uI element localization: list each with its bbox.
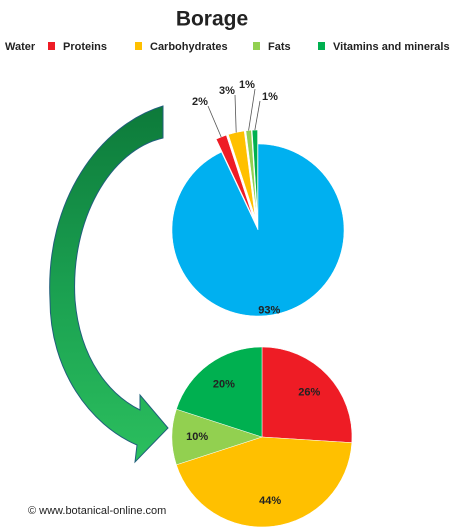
legend-marker: [135, 42, 142, 50]
data-label: 44%: [259, 495, 281, 507]
legend-label: Proteins: [63, 41, 107, 53]
pie-slice: [251, 129, 258, 217]
legend-label: Vitamins and minerals: [333, 41, 450, 53]
data-label: 3%: [219, 85, 235, 97]
pie-slice: [176, 346, 263, 438]
leader-line: [254, 100, 261, 131]
leader-line: [248, 88, 256, 131]
pie-slice: [261, 346, 353, 443]
leader-line: [207, 105, 222, 138]
legend-label: Carbohydrates: [150, 41, 228, 53]
legend-marker: [318, 42, 325, 50]
legend-marker: [48, 42, 55, 50]
data-label: 2%: [192, 96, 208, 108]
legend-label: Water: [5, 41, 36, 53]
pie-slice: [171, 143, 345, 317]
arrow: [49, 105, 169, 464]
data-label: 10%: [186, 431, 208, 443]
data-label: 26%: [298, 387, 320, 399]
source: © www.botanical-online.com: [28, 505, 166, 517]
data-label: 1%: [239, 79, 255, 91]
data-label: 93%: [258, 304, 280, 316]
pie-slice: [176, 436, 353, 528]
leader-line: [234, 94, 237, 133]
data-label: 20%: [213, 378, 235, 390]
chart-title: Borage: [176, 8, 248, 31]
legend-marker: [253, 42, 260, 50]
data-label: 1%: [262, 91, 278, 103]
legend-label: Fats: [268, 41, 291, 53]
